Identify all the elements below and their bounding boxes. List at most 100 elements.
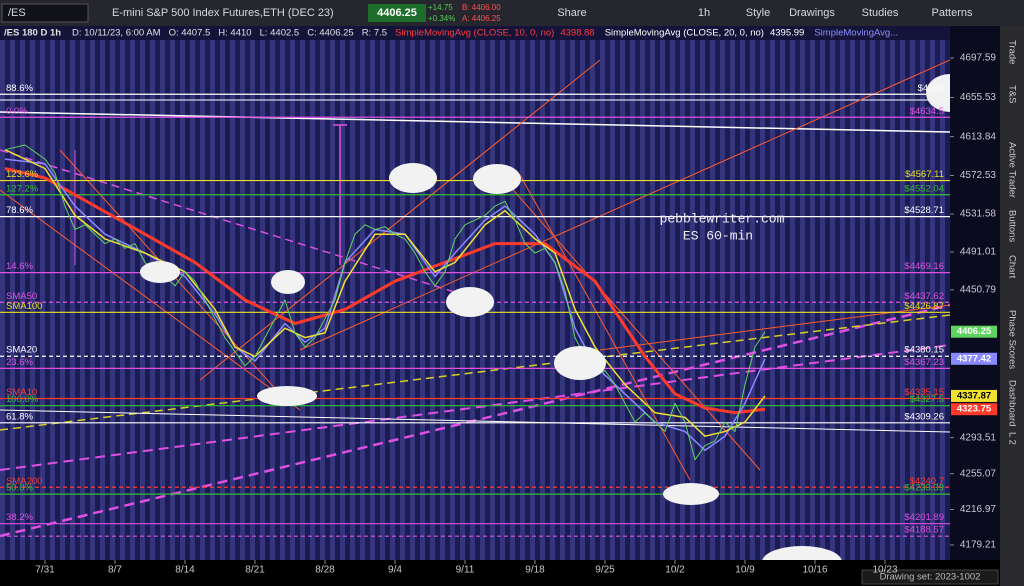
side-tab[interactable]: Dashboard xyxy=(1006,380,1017,426)
y-tick-label: 4450.79 xyxy=(960,285,997,296)
y-tick-label: 4697.59 xyxy=(960,53,997,64)
side-tabs xyxy=(1000,26,1024,586)
last-price: 4406.25 xyxy=(377,7,417,19)
study-value: 4398.88 xyxy=(560,28,594,39)
ellipse xyxy=(446,287,494,317)
level-label: $4552.04 xyxy=(904,183,944,194)
ohlc-item: H: 4410 xyxy=(218,28,251,39)
ellipse xyxy=(140,261,180,283)
x-tick-label: 10/16 xyxy=(802,565,827,576)
level-left-label: 123.6% xyxy=(6,169,39,180)
last-value-label: 4377.42 xyxy=(957,353,991,364)
level-left-label: SMA10 xyxy=(6,387,37,398)
ellipse xyxy=(257,386,317,406)
side-tab[interactable]: Buttons xyxy=(1006,210,1017,242)
trend-line xyxy=(0,409,950,433)
y-tick-label: 4655.53 xyxy=(960,92,997,103)
y-tick-label: 4255.07 xyxy=(960,468,997,479)
ellipse xyxy=(271,270,305,294)
ellipse xyxy=(554,346,606,380)
toolbar xyxy=(0,0,1024,26)
toolbar-button[interactable]: 1h xyxy=(698,7,710,19)
x-tick-label: 10/9 xyxy=(735,565,755,576)
level-left-label: 127.2% xyxy=(6,183,39,194)
trend-line xyxy=(499,174,761,471)
last-value-box xyxy=(951,389,997,402)
description: E-mini S&P 500 Index Futures,ETH (DEC 23… xyxy=(112,7,334,19)
toolbar-button[interactable]: Patterns xyxy=(932,7,973,19)
toolbar-button[interactable]: Drawings xyxy=(789,7,835,19)
symbol[interactable]: /ES xyxy=(8,7,26,19)
level-label: $4567.11 xyxy=(905,169,944,180)
level-left-label: 23.6% xyxy=(6,357,33,368)
x-tick-label: 7/31 xyxy=(35,565,55,576)
ohlc-item: D: 10/11/23, 6:00 AM xyxy=(72,28,161,39)
last-value-label: 4406.25 xyxy=(957,326,992,337)
drawing-set-box[interactable] xyxy=(861,569,999,585)
level-label: $4528.71 xyxy=(904,205,944,216)
symbol-box[interactable] xyxy=(1,3,89,23)
trend-line xyxy=(519,174,691,481)
toolbar-button[interactable]: Share xyxy=(557,7,586,19)
trend-line xyxy=(199,59,601,381)
level-left-label: 61.8% xyxy=(6,411,33,422)
level-left-label: SMA20 xyxy=(6,345,37,356)
level-left-label: 78.6% xyxy=(6,205,33,216)
ohlc-item: R: 7.5 xyxy=(362,28,387,39)
level-label: $4309.26 xyxy=(904,411,944,422)
level-left-label: 0.0% xyxy=(6,106,28,117)
level-left-label: 38.2% xyxy=(6,512,33,523)
ohlc-item: O: 4407.5 xyxy=(169,28,211,39)
x-tick-label: 8/28 xyxy=(315,565,335,576)
side-tab[interactable]: T&S xyxy=(1006,85,1017,103)
y-tick-label: 4613.84 xyxy=(960,131,997,142)
level-label: $4327.5 xyxy=(910,394,944,405)
ask: A: 4406.25 xyxy=(462,14,501,23)
level-label: $4335.15 xyxy=(904,387,944,398)
last-box xyxy=(368,4,426,22)
level-label: $4367.23 xyxy=(904,357,944,368)
y-tick-label: 4531.58 xyxy=(960,209,997,220)
level-left-label: 88.6% xyxy=(6,83,33,94)
level-left-label: SMA50 xyxy=(6,291,37,302)
level-label: $4380.15 xyxy=(904,345,944,356)
side-tab[interactable]: Active Trader xyxy=(1006,142,1017,198)
study-name: SimpleMovingAvg (CLOSE, 10, 0, no) xyxy=(395,28,554,39)
x-tick-label: 10/2 xyxy=(665,565,685,576)
drawing-set[interactable]: Drawing set: 2023-1002 xyxy=(880,572,981,583)
level-left-label: 50.0% xyxy=(6,483,33,494)
level-label: $4240.7 xyxy=(910,476,944,487)
level-label: $4201.89 xyxy=(904,512,944,523)
level-label: $4634.5 xyxy=(910,106,944,117)
y-tick-label: 4491.01 xyxy=(960,247,997,258)
y-tick-label: 4293.51 xyxy=(960,432,997,443)
side-tab[interactable]: Trade xyxy=(1006,40,1017,64)
side-tab[interactable]: Phase Scores xyxy=(1006,310,1017,369)
watermark: ES 60-min xyxy=(683,228,753,243)
ellipse xyxy=(389,163,437,193)
side-tab[interactable]: L 2 xyxy=(1006,432,1017,445)
change-pct: +0.34% xyxy=(428,14,455,23)
trend-line xyxy=(0,314,950,431)
level-left-label: SMA200 xyxy=(6,476,42,487)
trend-line xyxy=(0,189,301,411)
ellipse xyxy=(473,164,521,194)
toolbar-button[interactable]: Style xyxy=(746,7,770,19)
toolbar-button[interactable]: Studies xyxy=(862,7,899,19)
x-tick-label: 9/11 xyxy=(456,565,475,576)
level-label: $4426.87 xyxy=(904,301,944,312)
y-tick-label: 4179.21 xyxy=(960,540,997,551)
study-name: SimpleMovingAvg (CLOSE, 20, 0, no) xyxy=(605,28,764,39)
last-value-box xyxy=(951,352,997,365)
ellipse xyxy=(663,483,719,505)
study-name: SimpleMovingAvg... xyxy=(814,28,898,39)
ohlc-item: C: 4406.25 xyxy=(307,28,353,39)
bid: B: 4406.00 xyxy=(462,3,501,12)
side-tab[interactable]: Chart xyxy=(1006,255,1017,279)
x-tick-label: 8/21 xyxy=(245,565,265,576)
last-value-box xyxy=(951,325,997,338)
change: +14.75 xyxy=(428,3,453,12)
x-tick-label: 9/18 xyxy=(525,565,545,576)
